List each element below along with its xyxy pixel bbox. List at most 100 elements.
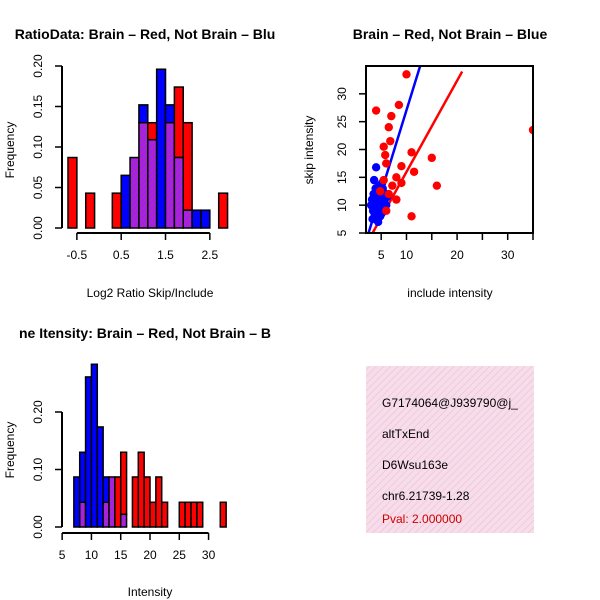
overlap-bar xyxy=(102,501,110,528)
brain-point xyxy=(371,106,381,115)
brain-point xyxy=(382,159,391,168)
brain-point xyxy=(402,70,411,79)
x-tick-label: 20 xyxy=(450,248,464,262)
brain-bar xyxy=(131,476,140,528)
brain-point xyxy=(382,206,391,215)
overlap-bar xyxy=(164,121,176,229)
brain-point xyxy=(384,189,393,199)
y-tick-label: 0.20 xyxy=(31,54,45,78)
overlap-bar xyxy=(78,501,87,528)
y-tick-label: 0.10 xyxy=(31,135,45,159)
brain-point xyxy=(432,181,442,190)
not-brain-bar xyxy=(102,476,110,504)
brain-point xyxy=(386,136,395,146)
overlap-bar xyxy=(147,138,158,229)
not-brain-bar xyxy=(155,68,167,229)
brain-bar xyxy=(137,451,145,528)
brain-point xyxy=(375,187,385,196)
intensity-histogram-y-ticks: 0.00 0.10 0.20 xyxy=(31,400,62,539)
ratio-histogram-y-ticks: 0.00 0.05 0.10 0.15 0.20 xyxy=(31,54,62,240)
brain-point xyxy=(387,111,396,121)
brain-bar xyxy=(184,501,192,528)
not-brain-bar xyxy=(164,104,176,124)
not-brain-bar xyxy=(84,376,93,528)
scatter-frame xyxy=(365,65,534,234)
scatter-x-ticks: 5 10 20 30 xyxy=(378,233,534,262)
overlap-bar xyxy=(119,513,128,528)
brain-point xyxy=(392,195,401,204)
not-brain-point xyxy=(375,212,385,221)
brain-bar xyxy=(217,192,229,229)
brain-bar xyxy=(111,192,122,229)
info-event-type: altTxEnd xyxy=(382,427,429,441)
x-tick-label: 0.5 xyxy=(113,248,130,262)
not-brain-bar xyxy=(96,426,104,528)
y-tick-label: 25 xyxy=(335,115,349,129)
not-brain-bar xyxy=(138,104,149,124)
brain-point xyxy=(407,212,416,221)
intensity-histogram-x-ticks: 5 10 15 20 25 30 xyxy=(59,533,216,562)
not-brain-point xyxy=(369,175,379,185)
y-tick-label: 0.15 xyxy=(31,94,45,118)
info-probe-id: G7174064@J939790@j_ xyxy=(382,396,518,410)
brain-bar xyxy=(219,501,227,528)
x-tick-label: 2.5 xyxy=(201,248,218,262)
x-tick-label: 30 xyxy=(202,548,216,562)
y-tick-label: 0.05 xyxy=(31,175,45,199)
y-tick-label: 10 xyxy=(335,198,349,212)
y-tick-label: 15 xyxy=(335,170,349,184)
brain-bar xyxy=(155,476,163,528)
brain-point xyxy=(407,148,416,157)
scatter-y-ticks: 5 10 15 20 25 30 xyxy=(335,87,366,236)
intensity-scatter-panel: Brain – Red, Not Brain – Blue include in… xyxy=(302,26,547,300)
intensity-histogram-panel: ne Itensity: Brain – Red, Not Brain – B … xyxy=(3,325,271,599)
brain-bar xyxy=(190,501,198,528)
brain-point xyxy=(381,150,390,160)
brain-bar xyxy=(119,451,128,516)
x-tick-label: 1.5 xyxy=(157,248,174,262)
intensity-histogram-bars xyxy=(73,363,227,528)
brain-bar xyxy=(173,86,184,159)
info-panel: G7174064@J939790@j_ altTxEnd D6Wsu163e c… xyxy=(366,366,534,533)
info-gene-name: D6Wsu163e xyxy=(382,458,448,472)
brain-point xyxy=(528,125,533,135)
ratio-histogram-panel: RatioData: Brain – Red, Not Brain – Blu … xyxy=(3,26,275,300)
brain-bar xyxy=(182,121,193,211)
brain-point xyxy=(397,162,406,171)
ratio-histogram-x-ticks: -0.5 0.5 1.5 2.5 xyxy=(67,233,219,262)
brain-bar xyxy=(84,192,96,229)
scatter-xlabel: include intensity xyxy=(407,286,492,300)
intensity-histogram-ylabel: Frequency xyxy=(3,422,17,479)
x-tick-label: 20 xyxy=(143,548,157,562)
y-tick-label: 30 xyxy=(335,87,349,101)
brain-point xyxy=(379,175,388,185)
info-pvalue: Pval: 2.000000 xyxy=(382,512,462,526)
brain-bar xyxy=(196,501,204,528)
brain-point xyxy=(392,173,401,182)
y-tick-label: 0.10 xyxy=(31,457,45,481)
y-tick-label: 20 xyxy=(335,143,349,157)
x-tick-label: 25 xyxy=(173,548,187,562)
not-brain-bar xyxy=(73,476,81,528)
brain-bar xyxy=(149,501,157,528)
y-tick-label: 0.00 xyxy=(31,515,45,539)
y-tick-label: 0.00 xyxy=(31,216,45,240)
brain-bar xyxy=(147,121,158,141)
x-tick-label: 30 xyxy=(501,248,515,262)
overlap-bar xyxy=(138,121,149,229)
x-tick-label: 10 xyxy=(85,548,99,562)
ratio-histogram-ylabel: Frequency xyxy=(3,122,17,179)
overlap-bar xyxy=(182,209,193,229)
brain-point xyxy=(397,178,406,188)
not-brain-bar xyxy=(200,209,211,229)
x-tick-label: -0.5 xyxy=(67,248,88,262)
brain-bar xyxy=(67,156,78,229)
brain-point xyxy=(379,142,388,151)
not-brain-bar xyxy=(191,209,202,229)
y-tick-label: 5 xyxy=(335,229,349,236)
ratio-histogram-xlabel: Log2 Ratio Skip/Include xyxy=(87,286,214,300)
x-tick-label: 10 xyxy=(400,248,414,262)
not-brain-bar xyxy=(78,451,87,504)
ratio-histogram-title: RatioData: Brain – Red, Not Brain – Blu xyxy=(15,26,276,42)
